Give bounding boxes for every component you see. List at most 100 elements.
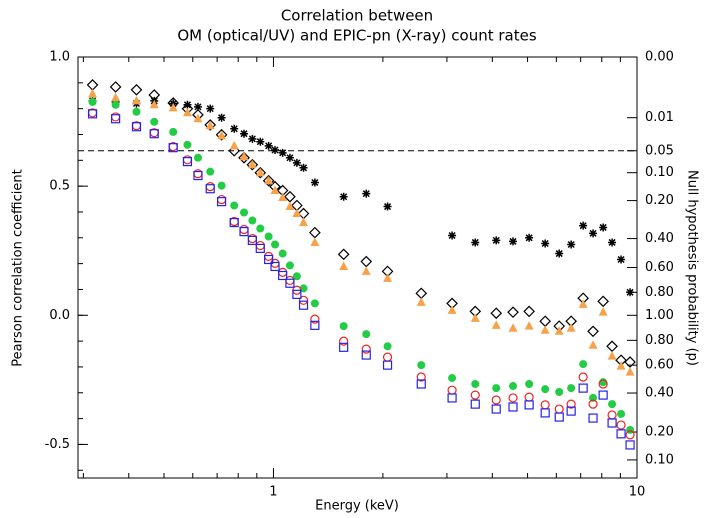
y2-tick-label: 0.10	[645, 165, 674, 180]
point	[278, 270, 288, 281]
point	[415, 287, 428, 300]
point	[416, 297, 426, 306]
point	[540, 325, 550, 334]
point	[216, 194, 227, 205]
point	[88, 88, 98, 98]
point	[193, 153, 202, 162]
point	[278, 267, 288, 278]
y2-tick-label: 0.80	[645, 333, 674, 348]
point	[271, 145, 280, 154]
y2-tick-label: 0.60	[645, 358, 674, 373]
point	[247, 159, 257, 169]
point	[285, 201, 295, 211]
point	[492, 384, 501, 393]
y2-tick-label: 0.00	[645, 50, 674, 65]
point	[491, 395, 501, 405]
point	[470, 399, 480, 409]
y-tick-label: -0.5	[45, 437, 70, 452]
point	[183, 140, 192, 149]
point	[238, 151, 250, 164]
point	[567, 240, 576, 249]
y2-axis-label: Null hypothesis probability (p)	[685, 170, 700, 366]
point	[508, 323, 518, 332]
point	[248, 216, 257, 225]
point	[567, 384, 576, 393]
point	[524, 392, 534, 402]
point	[298, 295, 309, 305]
point	[309, 226, 321, 239]
point	[246, 158, 259, 171]
point	[607, 418, 617, 428]
point	[215, 128, 228, 141]
point	[416, 379, 426, 389]
point	[616, 420, 626, 430]
point	[587, 325, 599, 338]
point	[566, 323, 576, 332]
point	[292, 272, 301, 281]
point	[471, 238, 480, 247]
point	[470, 313, 480, 322]
point	[626, 288, 635, 297]
point	[555, 387, 564, 396]
point	[205, 120, 215, 130]
point	[247, 235, 257, 245]
point	[255, 167, 265, 177]
point	[285, 261, 294, 270]
point	[616, 361, 626, 370]
point	[239, 151, 249, 161]
point	[285, 153, 294, 162]
point	[339, 261, 349, 270]
point	[278, 148, 287, 157]
y2-tick-label: 1.00	[645, 308, 674, 323]
point	[598, 390, 608, 400]
x-axis-label: Energy (keV)	[315, 499, 399, 514]
point	[554, 404, 564, 414]
point	[491, 404, 501, 414]
point	[492, 236, 501, 245]
point	[239, 226, 249, 237]
point	[579, 360, 588, 369]
point	[361, 266, 371, 275]
point	[598, 307, 608, 316]
point	[417, 361, 426, 370]
point	[111, 114, 121, 124]
point	[507, 306, 519, 319]
point	[578, 299, 588, 308]
point	[447, 385, 457, 395]
point	[524, 400, 534, 410]
point	[447, 305, 457, 314]
y2-tick-label: 0.05	[645, 143, 674, 158]
point	[292, 208, 302, 218]
point	[554, 412, 564, 422]
plot-frame	[77, 56, 638, 479]
point	[382, 352, 393, 362]
point	[566, 399, 576, 409]
point	[86, 79, 99, 91]
point	[383, 202, 392, 211]
point	[337, 248, 350, 261]
point	[578, 372, 588, 382]
x-tick-label: 10	[629, 485, 646, 500]
point	[509, 237, 518, 246]
point	[383, 342, 392, 351]
y2-tick-label: 0.80	[645, 285, 674, 300]
point	[262, 174, 275, 187]
point	[230, 201, 239, 210]
point	[88, 97, 97, 106]
point	[625, 367, 635, 376]
y2-tick-label: 0.60	[645, 260, 674, 275]
point	[310, 314, 320, 324]
point	[230, 124, 239, 133]
point	[216, 197, 227, 207]
point	[239, 224, 249, 235]
point	[131, 122, 142, 132]
point	[182, 155, 193, 165]
point	[240, 208, 249, 217]
point	[616, 429, 626, 439]
point	[109, 81, 122, 93]
point	[278, 249, 287, 258]
point	[524, 321, 534, 330]
point	[217, 113, 226, 122]
y-axis-label: Pearson correlation coefficient	[11, 169, 26, 366]
